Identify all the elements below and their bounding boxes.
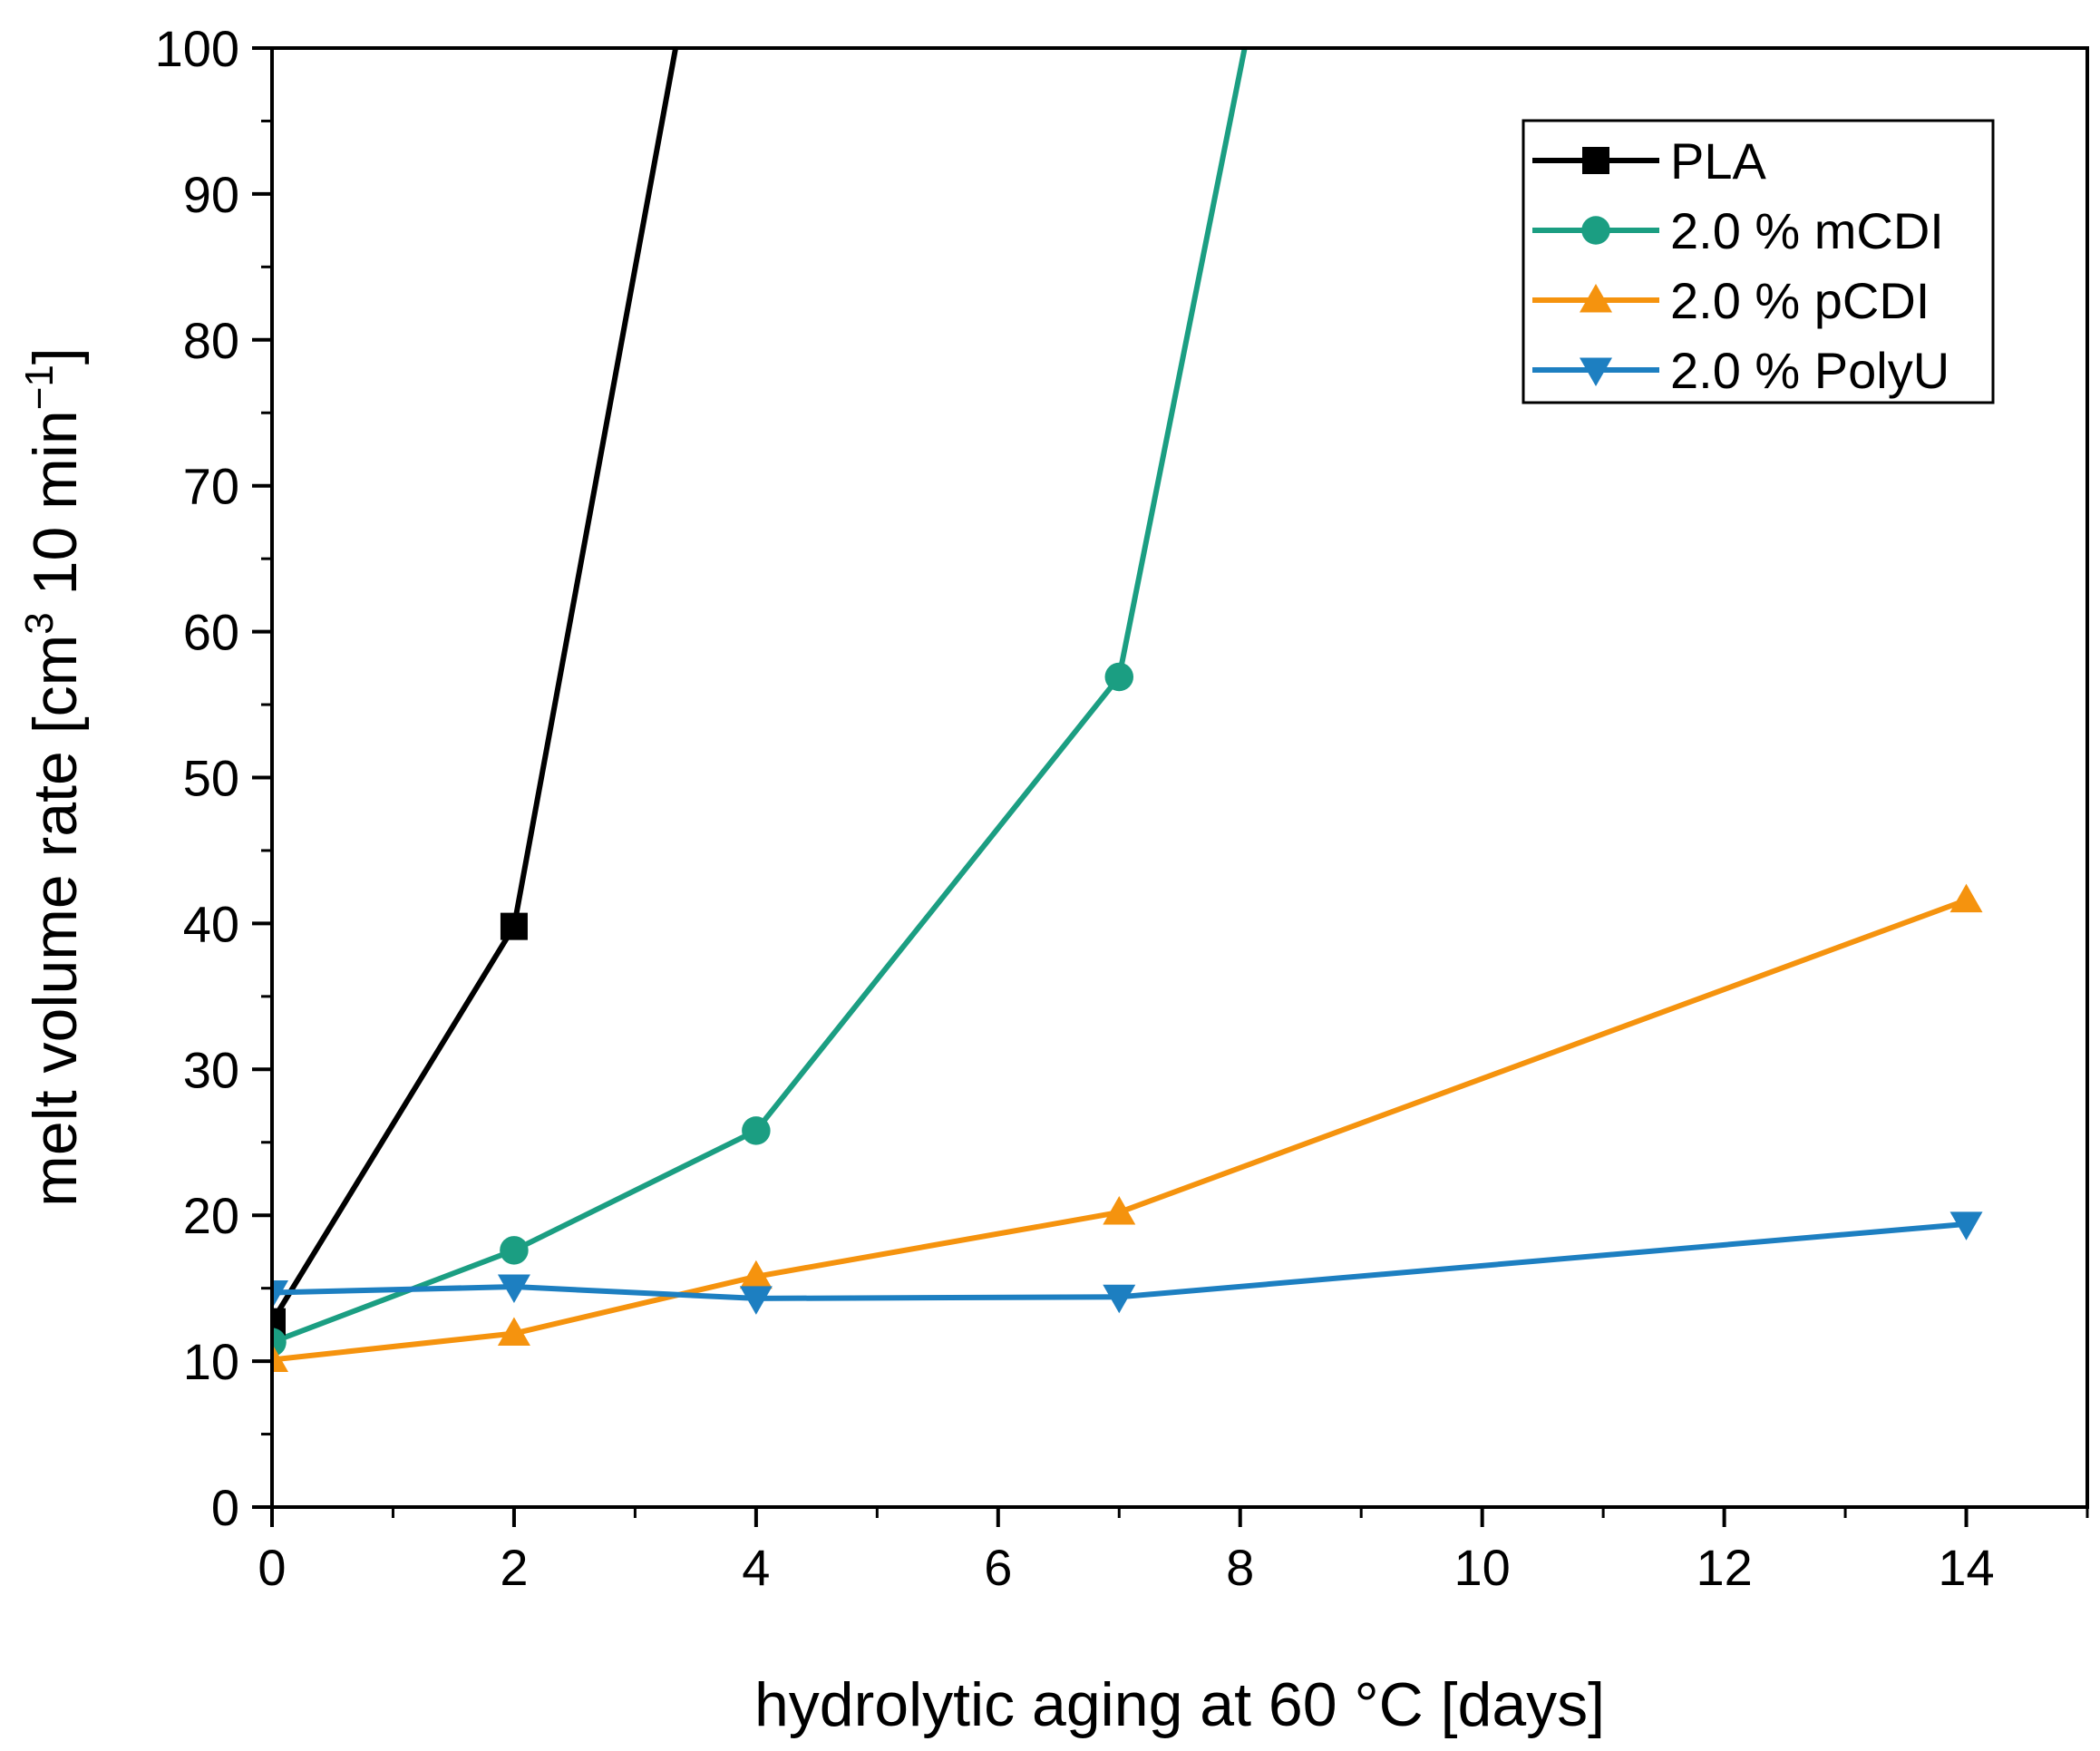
y-axis-title-sup-3: 3	[17, 612, 62, 634]
y-tick-label: 20	[183, 1187, 239, 1244]
data-point-2-0-mcdi	[1104, 662, 1134, 692]
legend-label-pla: PLA	[1670, 132, 1766, 190]
data-point-pla	[500, 912, 528, 940]
data-point-2-0-pcdi	[739, 1260, 773, 1289]
y-axis-title-middle: 10 min	[21, 410, 90, 612]
data-point-2-0-mcdi	[500, 1236, 529, 1265]
data-point-2-0-pcdi	[1103, 1195, 1136, 1225]
data-point-2-0-polyu	[739, 1286, 773, 1315]
y-tick-label: 10	[183, 1333, 239, 1390]
legend-label-2-0-pcdi: 2.0 % pCDI	[1670, 272, 1930, 329]
legend-marker-2-0-pcdi	[1580, 284, 1612, 313]
y-tick-label: 70	[183, 458, 239, 515]
x-tick-label: 4	[742, 1539, 770, 1596]
y-tick-label: 80	[183, 312, 239, 369]
x-tick-label: 8	[1226, 1539, 1254, 1596]
y-tick-label: 60	[183, 604, 239, 661]
y-tick-label: 100	[155, 20, 239, 77]
data-point-2-0-polyu	[497, 1274, 530, 1304]
y-tick-label: 40	[183, 895, 239, 952]
x-tick-label: 0	[258, 1539, 286, 1596]
data-point-2-0-pcdi	[497, 1317, 530, 1347]
data-point-2-0-polyu	[272, 1279, 288, 1309]
marker-layer	[272, 662, 1983, 1372]
data-point-2-0-mcdi	[742, 1116, 771, 1145]
x-tick-label: 12	[1696, 1539, 1752, 1596]
data-point-2-0-polyu	[1103, 1284, 1136, 1314]
tick-labels-layer: 0 2 4 6 8 10 12 14 0 10 20 30 40 50 60 70 80 90 100	[155, 20, 1995, 1596]
x-tick-label: 2	[500, 1539, 528, 1596]
data-point-2-0-pcdi	[272, 1343, 288, 1372]
legend: PLA 2.0 % mCDI 2.0 % pCDI 2.0 % PolyU	[1522, 119, 1995, 404]
x-tick-label: 10	[1454, 1539, 1511, 1596]
legend-label-2-0-polyu: 2.0 % PolyU	[1670, 342, 1949, 399]
series-line-pla	[272, 48, 679, 1324]
data-point-2-0-pcdi	[1949, 883, 1983, 913]
legend-marker-2-0-mcdi	[1581, 216, 1610, 245]
data-point-2-0-polyu	[1949, 1211, 1983, 1240]
y-axis-title-main: melt volume rate [cm	[21, 635, 90, 1207]
y-axis-title-sup-minus1: −1	[17, 365, 62, 410]
x-tick-label: 6	[984, 1539, 1012, 1596]
y-axis-title: melt volume rate [cm3 10 min−1]	[17, 347, 90, 1207]
legend-marker-pla	[1582, 147, 1609, 174]
y-tick-label: 0	[211, 1479, 239, 1536]
series-line-2-0-mcdi	[272, 48, 1248, 1345]
legend-marker-2-0-polyu	[1580, 357, 1612, 386]
data-point-2-0-mcdi	[272, 1328, 287, 1357]
legend-label-2-0-mcdi: 2.0 % mCDI	[1670, 202, 1944, 259]
y-tick-label: 90	[183, 166, 239, 223]
y-tick-label: 30	[183, 1041, 239, 1098]
y-tick-label: 50	[183, 750, 239, 807]
ticks-layer	[252, 46, 2089, 1527]
x-axis-title: hydrolytic aging at 60 °C [days]	[754, 1670, 1605, 1739]
x-tick-label: 14	[1938, 1539, 1994, 1596]
y-axis-title-end: ]	[21, 347, 90, 365]
